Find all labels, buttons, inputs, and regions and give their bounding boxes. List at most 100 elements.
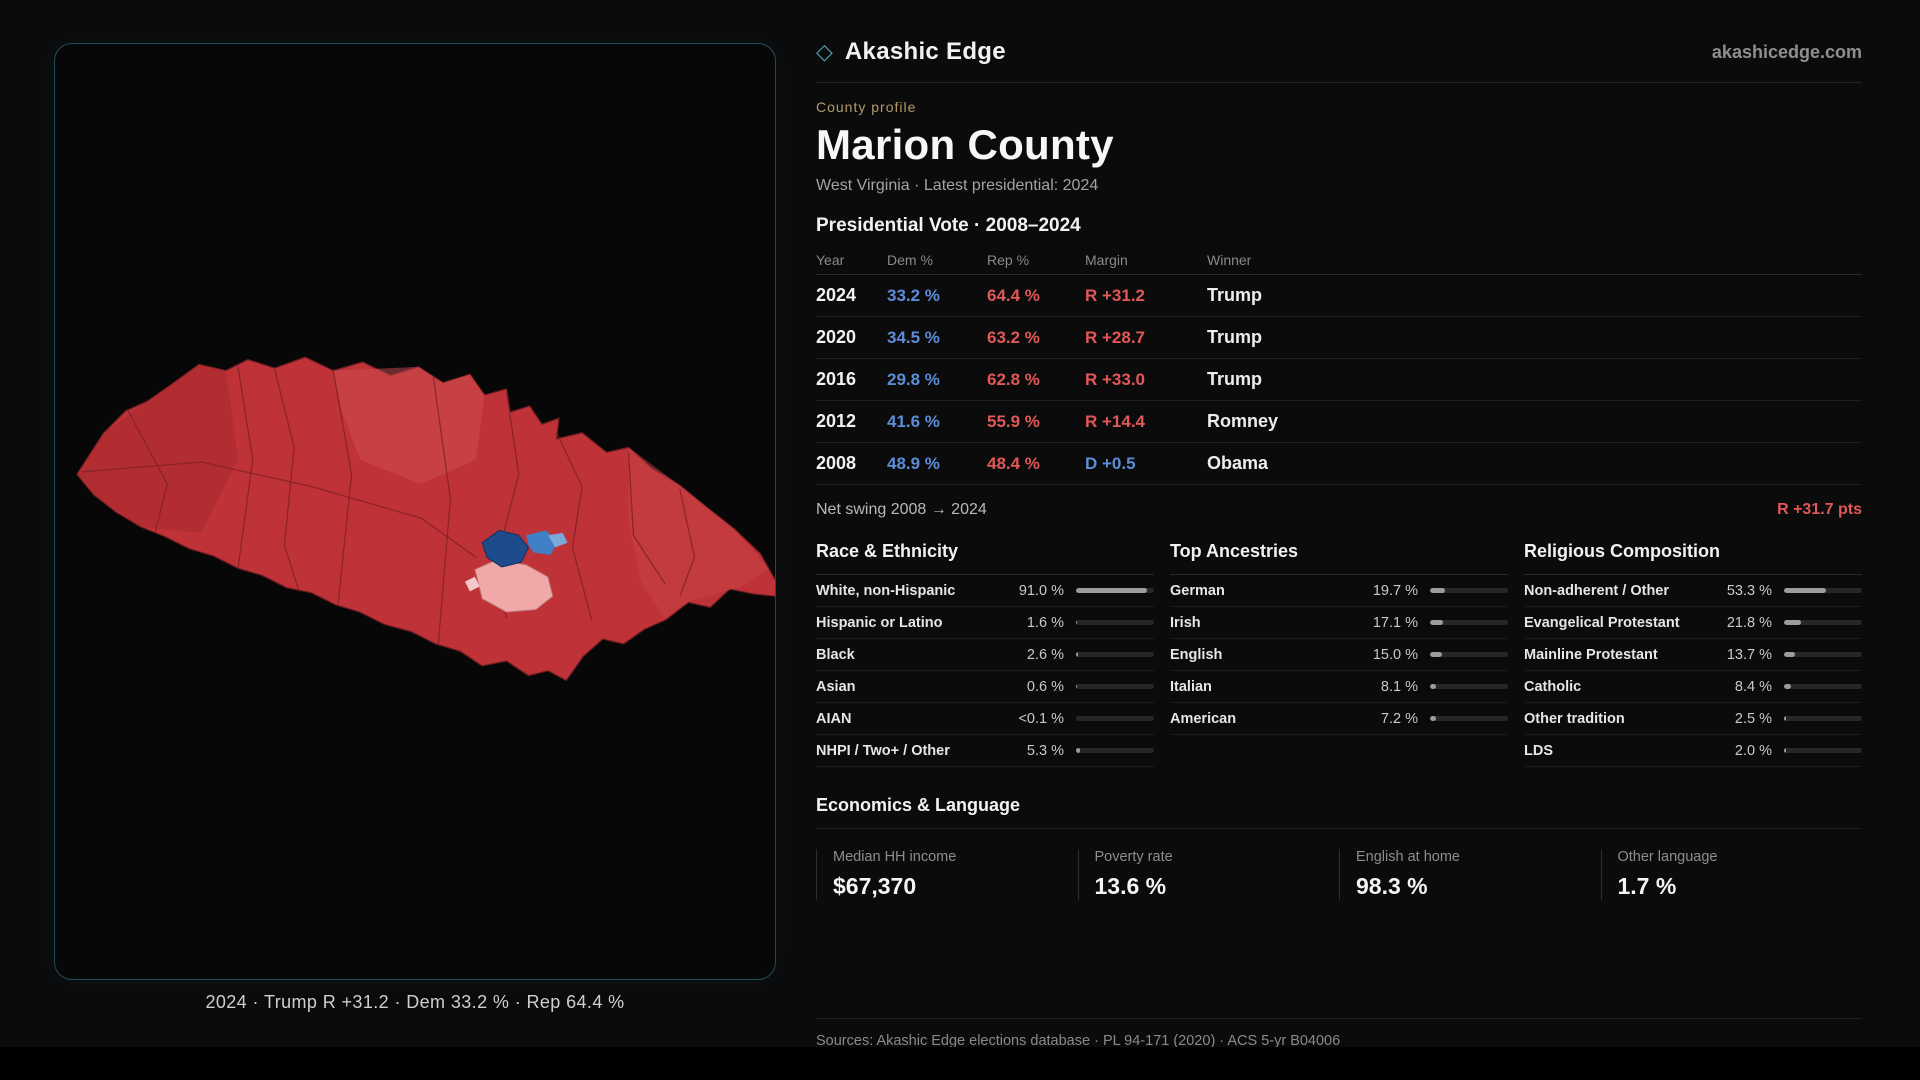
dem-cell: 29.8 % bbox=[887, 369, 940, 389]
bar-fill bbox=[1430, 652, 1442, 658]
demo-row: LDS 2.0 % bbox=[1524, 735, 1862, 768]
demo-row: German 19.7 % bbox=[1170, 575, 1508, 608]
rep-cell: 62.8 % bbox=[987, 369, 1040, 389]
bar-fill bbox=[1076, 588, 1147, 594]
vote-row-2020: 2020 34.5 % 63.2 % R +28.7 Trump bbox=[816, 317, 1862, 360]
demo-label: Black bbox=[816, 646, 855, 663]
stat-english-at-home: English at home 98.3 % bbox=[1339, 849, 1601, 901]
precinct-shade-dark bbox=[76, 364, 239, 533]
map-caption: 2024 · Trump R +31.2 · Dem 33.2 % · Rep … bbox=[205, 992, 625, 1012]
demo-row: Hispanic or Latino 1.6 % bbox=[816, 607, 1154, 640]
bar-track bbox=[1430, 716, 1508, 722]
margin-cell: R +14.4 bbox=[1085, 411, 1146, 431]
stat-label: English at home bbox=[1356, 849, 1460, 866]
demo-value: 5.3 % bbox=[1026, 742, 1064, 759]
bar-fill bbox=[1784, 620, 1801, 626]
demo-value: 19.7 % bbox=[1372, 582, 1418, 599]
ancestries-column: Top Ancestries German 19.7 % Irish 17.1 … bbox=[1170, 541, 1508, 767]
margin-cell: R +31.2 bbox=[1085, 285, 1146, 305]
demo-label: Italian bbox=[1170, 678, 1212, 695]
net-swing-label: Net swing 2008 → 2024 bbox=[816, 501, 987, 519]
demo-row: Other tradition 2.5 % bbox=[1524, 703, 1862, 736]
bar-fill bbox=[1076, 748, 1081, 754]
demo-value: 13.7 % bbox=[1726, 646, 1772, 663]
margin-cell: R +33.0 bbox=[1085, 369, 1146, 389]
page-title: Marion County bbox=[816, 121, 1114, 168]
winner-cell: Obama bbox=[1207, 453, 1269, 474]
dem-cell: 33.2 % bbox=[887, 285, 940, 305]
economics-title: Economics & Language bbox=[816, 795, 1862, 830]
demo-label: Other tradition bbox=[1524, 710, 1625, 727]
dem-precinct-light bbox=[548, 532, 568, 548]
demographics-grid: Race & Ethnicity White, non-Hispanic 91.… bbox=[816, 541, 1862, 768]
demo-value: 7.2 % bbox=[1380, 710, 1418, 727]
margin-cell: D +0.5 bbox=[1085, 453, 1136, 473]
eyebrow-label: County profile bbox=[816, 99, 917, 115]
site-domain-link[interactable]: akashicedge.com bbox=[1711, 41, 1862, 62]
bar-fill bbox=[1784, 748, 1786, 754]
margin-cell: R +28.7 bbox=[1085, 327, 1146, 347]
bar-track bbox=[1430, 684, 1508, 690]
vote-table-title: Presidential Vote · 2008–2024 bbox=[816, 215, 1081, 237]
race-column: Race & Ethnicity White, non-Hispanic 91.… bbox=[816, 541, 1154, 768]
ancestries-title: Top Ancestries bbox=[1170, 541, 1508, 576]
winner-cell: Trump bbox=[1207, 327, 1263, 348]
dem-cell: 41.6 % bbox=[887, 411, 940, 431]
stat-median-hh-income: Median HH income $67,370 bbox=[816, 849, 1078, 901]
demo-label: Hispanic or Latino bbox=[816, 614, 943, 631]
demo-value: 8.1 % bbox=[1380, 678, 1418, 695]
dem-cell: 34.5 % bbox=[887, 327, 940, 347]
vote-row-2016: 2016 29.8 % 62.8 % R +33.0 Trump bbox=[816, 359, 1862, 402]
bar-track bbox=[1784, 652, 1862, 658]
stat-other-language: Other language 1.7 % bbox=[1600, 849, 1863, 901]
county-shape bbox=[76, 356, 775, 682]
demo-value: <0.1 % bbox=[1018, 710, 1064, 727]
header: ◇ Akashic Edge akashicedge.com bbox=[816, 38, 1862, 83]
bar-fill bbox=[1784, 588, 1826, 594]
demo-label: AIAN bbox=[816, 710, 852, 727]
bar-track bbox=[1076, 748, 1154, 754]
demo-label: American bbox=[1170, 710, 1237, 727]
pale-pink-precinct bbox=[465, 576, 480, 592]
demo-label: Asian bbox=[816, 678, 856, 695]
demo-value: 0.6 % bbox=[1026, 678, 1064, 695]
demo-label: NHPI / Two+ / Other bbox=[816, 742, 950, 759]
demo-row: Catholic 8.4 % bbox=[1524, 671, 1862, 704]
bar-fill bbox=[1784, 684, 1791, 690]
bar-fill bbox=[1076, 620, 1078, 626]
col-rep: Rep % bbox=[987, 251, 1030, 268]
vote-row-2012: 2012 41.6 % 55.9 % R +14.4 Romney bbox=[816, 401, 1862, 444]
bar-fill bbox=[1430, 716, 1436, 722]
bottom-bar bbox=[0, 1047, 1920, 1080]
diamond-icon: ◇ bbox=[816, 39, 833, 64]
bar-track bbox=[1784, 748, 1862, 754]
winner-cell: Trump bbox=[1207, 369, 1263, 390]
net-swing-value: R +31.7 pts bbox=[1777, 501, 1862, 519]
precinct-shade-light bbox=[333, 366, 485, 485]
year-cell: 2016 bbox=[816, 369, 857, 390]
stat-value: 98.3 % bbox=[1356, 873, 1428, 900]
demo-value: 2.5 % bbox=[1734, 710, 1772, 727]
economics-stats: Median HH income $67,370 Poverty rate 13… bbox=[816, 849, 1863, 901]
col-winner: Winner bbox=[1207, 251, 1252, 268]
demo-row: Mainline Protestant 13.7 % bbox=[1524, 639, 1862, 672]
sources-line: Sources: Akashic Edge elections database… bbox=[816, 1033, 1341, 1050]
demo-label: Catholic bbox=[1524, 678, 1582, 695]
demo-label: English bbox=[1170, 646, 1223, 663]
year-cell: 2020 bbox=[816, 327, 857, 348]
stat-label: Other language bbox=[1617, 849, 1718, 866]
demo-label: German bbox=[1170, 582, 1225, 599]
demo-row: Asian 0.6 % bbox=[816, 671, 1154, 704]
rep-cell: 64.4 % bbox=[987, 285, 1040, 305]
demo-row: AIAN <0.1 % bbox=[816, 703, 1154, 736]
stat-label: Poverty rate bbox=[1094, 849, 1173, 866]
precinct-boundaries bbox=[81, 366, 696, 646]
winner-cell: Romney bbox=[1207, 411, 1279, 432]
demo-row: American 7.2 % bbox=[1170, 703, 1508, 736]
rep-cell: 48.4 % bbox=[987, 453, 1040, 473]
bar-track bbox=[1430, 588, 1508, 594]
col-year: Year bbox=[816, 251, 845, 268]
demo-value: 1.6 % bbox=[1026, 614, 1064, 631]
stat-value: 1.7 % bbox=[1617, 873, 1677, 900]
bar-track bbox=[1076, 716, 1154, 722]
